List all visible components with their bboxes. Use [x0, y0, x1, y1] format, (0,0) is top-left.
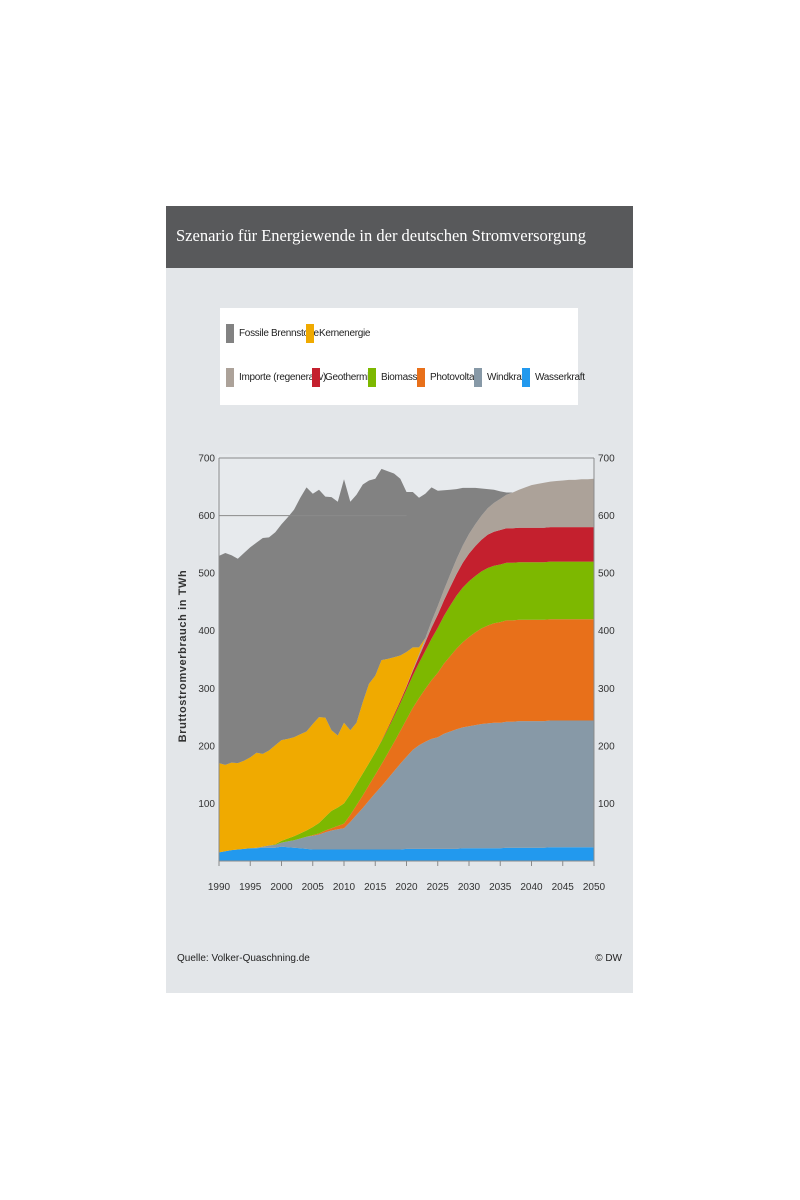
area-kernenergie	[219, 478, 594, 853]
legend-item-wasserkraft: Wasserkraft	[522, 368, 585, 387]
area-windkraft	[219, 720, 594, 853]
area-photovoltaik	[219, 619, 594, 853]
x-tick-label: 2035	[489, 882, 512, 893]
x-tick-label: 2030	[458, 882, 481, 893]
area-fossile-brennstoffe	[219, 468, 594, 765]
legend-swatch	[226, 368, 234, 387]
y-tick-label-left: 200	[198, 741, 215, 752]
x-tick-label: 2025	[427, 882, 450, 893]
legend-swatch	[306, 324, 314, 343]
legend-label: Kernenergie	[319, 328, 371, 339]
x-tick-label: 2050	[583, 882, 606, 893]
legend-label: Fossile Brennstoffe	[239, 328, 319, 339]
y-tick-label-right: 200	[598, 741, 615, 752]
y-tick-label-right: 400	[598, 626, 615, 637]
x-tick-label: 1990	[208, 882, 231, 893]
y-tick-label-right: 300	[598, 684, 615, 695]
legend: Fossile Brennstoffe Kernenergie Importe …	[220, 308, 585, 405]
y-tick-label-left: 600	[198, 511, 215, 522]
x-tick-label: 2000	[270, 882, 293, 893]
y-tick-label-left: 300	[198, 684, 215, 695]
legend-label: Importe (regenerativ)	[239, 372, 327, 383]
y-tick-label-right: 100	[598, 799, 615, 810]
x-tick-label: 2005	[302, 882, 325, 893]
legend-item-kernenergie: Kernenergie	[306, 324, 370, 343]
y-tick-label-left: 400	[198, 626, 215, 637]
tick-group: 100 100 200 200 300 300 400 400 500 500 600 600 700 7…	[198, 454, 615, 894]
legend-swatch	[312, 368, 320, 387]
y-tick-label-right: 700	[598, 454, 615, 465]
area-wasserkraft	[219, 846, 594, 861]
legend-swatch	[226, 324, 234, 343]
legend-label: Wasserkraft	[535, 372, 585, 383]
y-tick-label-right: 500	[598, 569, 615, 580]
y-tick-label-left: 700	[198, 454, 215, 465]
legend-item-biomasse: Biomasse	[368, 368, 423, 387]
y-tick-label-left: 100	[198, 799, 215, 810]
legend-swatch	[522, 368, 530, 387]
legend-item-fossile-brennstoffe: Fossile Brennstoffe	[226, 324, 319, 343]
y-axis-label: Bruttostromverbrauch in TWh	[177, 570, 189, 743]
source-note: Quelle: Volker-Quaschning.de	[177, 953, 310, 964]
area-geothermie	[219, 527, 594, 853]
legend-swatch	[417, 368, 425, 387]
x-tick-label: 2040	[520, 882, 543, 893]
legend-swatch	[368, 368, 376, 387]
chart-title: Szenario für Energiewende in der deutsch…	[176, 226, 586, 245]
legend-label: Photovoltaik	[430, 372, 481, 383]
credit-note: © DW	[595, 953, 622, 964]
y-tick-label-right: 600	[598, 511, 615, 522]
title-bar: Szenario für Energiewende in der deutsch…	[166, 206, 633, 268]
legend-label: Geothermie	[325, 372, 375, 383]
x-tick-label: 2015	[364, 882, 387, 893]
legend-item-windkraft: Windkraft	[474, 368, 527, 387]
legend-item-importe: Importe (regenerativ)	[226, 368, 326, 387]
chart-card: Szenario für Energiewende in der deutsch…	[166, 206, 633, 993]
area-series-group	[219, 468, 594, 861]
x-tick-label: 1995	[239, 882, 262, 893]
y-tick-label-left: 500	[198, 569, 215, 580]
x-tick-label: 2020	[395, 882, 418, 893]
legend-label: Biomasse	[381, 372, 423, 383]
x-tick-label: 2010	[333, 882, 356, 893]
legend-swatch	[474, 368, 482, 387]
legend-item-geothermie: Geothermie	[312, 368, 375, 387]
area-importe-regenerativ	[219, 478, 594, 853]
area-biomasse	[219, 561, 594, 853]
legend-label: Windkraft	[487, 372, 527, 383]
chart-plot: 100 100 200 200 300 300 400 400 500 500 600 600 700 7…	[177, 454, 615, 894]
legend-item-photovoltaik: Photovoltaik	[417, 368, 481, 387]
x-tick-label: 2045	[552, 882, 575, 893]
